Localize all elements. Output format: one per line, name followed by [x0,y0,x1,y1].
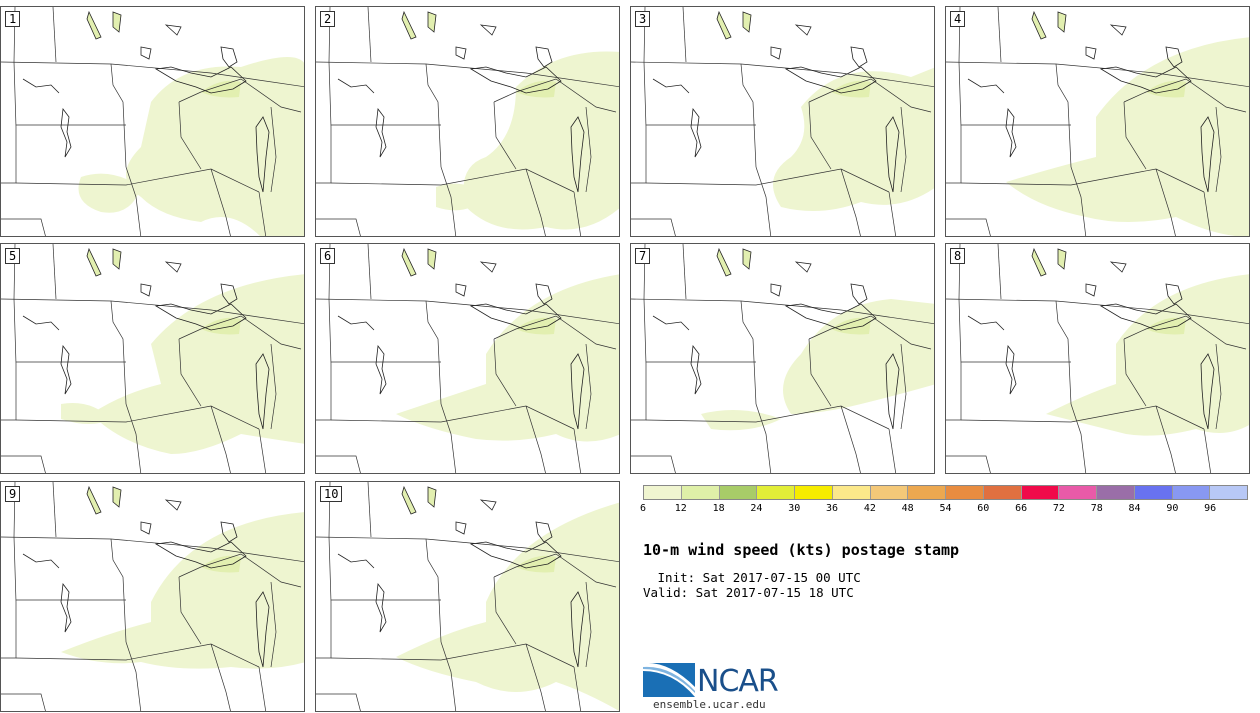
ensemble-member-panel: 4 [945,6,1250,237]
init-time: Init: Sat 2017-07-15 00 UTC [650,570,861,585]
colorbar-segment [1021,486,1060,499]
colorbar-tick-label: 96 [1204,503,1217,514]
map [316,482,619,711]
colorbar-tick-label: 42 [863,503,876,514]
colorbar-tick-label: 90 [1166,503,1179,514]
colorbar-tick-label: 84 [1128,503,1141,514]
colorbar-tick-label: 48 [901,503,914,514]
panel-label: 4 [950,11,966,27]
colorbar-tick-label: 60 [977,503,990,514]
ensemble-member-panel: 10 [315,481,620,712]
ensemble-member-panel: 7 [630,243,935,474]
colorbar-segment [983,486,1022,499]
ensemble-member-panel: 1 [0,6,305,237]
colorbar-segment [1210,486,1247,499]
colorbar-segment [757,486,795,499]
map [1,244,304,473]
panel-label: 5 [5,248,21,264]
ensemble-member-panel: 6 [315,243,620,474]
colorbar-segment [681,486,720,499]
colorbar-segment [1172,486,1211,499]
map [631,244,934,473]
ncar-logo-icon [643,662,695,697]
ensemble-member-panel: 2 [315,6,620,237]
colorbar-tick-label: 12 [674,503,687,514]
map [946,244,1249,473]
colorbar [643,485,1248,500]
ensemble-member-panel: 8 [945,243,1250,474]
panel-label: 10 [320,486,343,502]
colorbar-segment [719,486,758,499]
panel-label: 3 [635,11,651,27]
colorbar-segment [795,486,833,499]
colorbar-segment [1134,486,1173,499]
ncar-logo-text: NCAR [697,664,779,699]
colorbar-segment [1059,486,1097,499]
colorbar-segment [1097,486,1135,499]
colorbar-segment [832,486,871,499]
colorbar-tick-label: 30 [788,503,801,514]
map [316,7,619,236]
map [946,7,1249,236]
colorbar-tick-label: 6 [639,503,647,514]
colorbar-tick-label: 36 [826,503,839,514]
ensemble-member-panel: 3 [630,6,935,237]
colorbar-segment [870,486,909,499]
colorbar-segment [946,486,984,499]
colorbar-tick-label: 78 [1090,503,1103,514]
map [1,482,304,711]
colorbar-tick-label: 24 [750,503,763,514]
page-title: 10-m wind speed (kts) postage stamp [643,541,960,559]
colorbar-segment [644,486,682,499]
panel-label: 6 [320,248,336,264]
colorbar-segment [908,486,946,499]
ensemble-member-panel: 5 [0,243,305,474]
map [316,244,619,473]
valid-time: Valid: Sat 2017-07-15 18 UTC [643,585,854,600]
panel-label: 8 [950,248,966,264]
panel-label: 2 [320,11,336,27]
ensemble-member-panel: 9 [0,481,305,712]
panel-label: 9 [5,486,21,502]
panel-label: 7 [635,248,651,264]
colorbar-tick-label: 66 [1015,503,1028,514]
colorbar-tick-label: 54 [939,503,952,514]
colorbar-tick-label: 18 [712,503,725,514]
url-text: ensemble.ucar.edu [653,698,766,711]
map [1,7,304,236]
map [631,7,934,236]
colorbar-tick-label: 72 [1052,503,1065,514]
panel-label: 1 [5,11,21,27]
